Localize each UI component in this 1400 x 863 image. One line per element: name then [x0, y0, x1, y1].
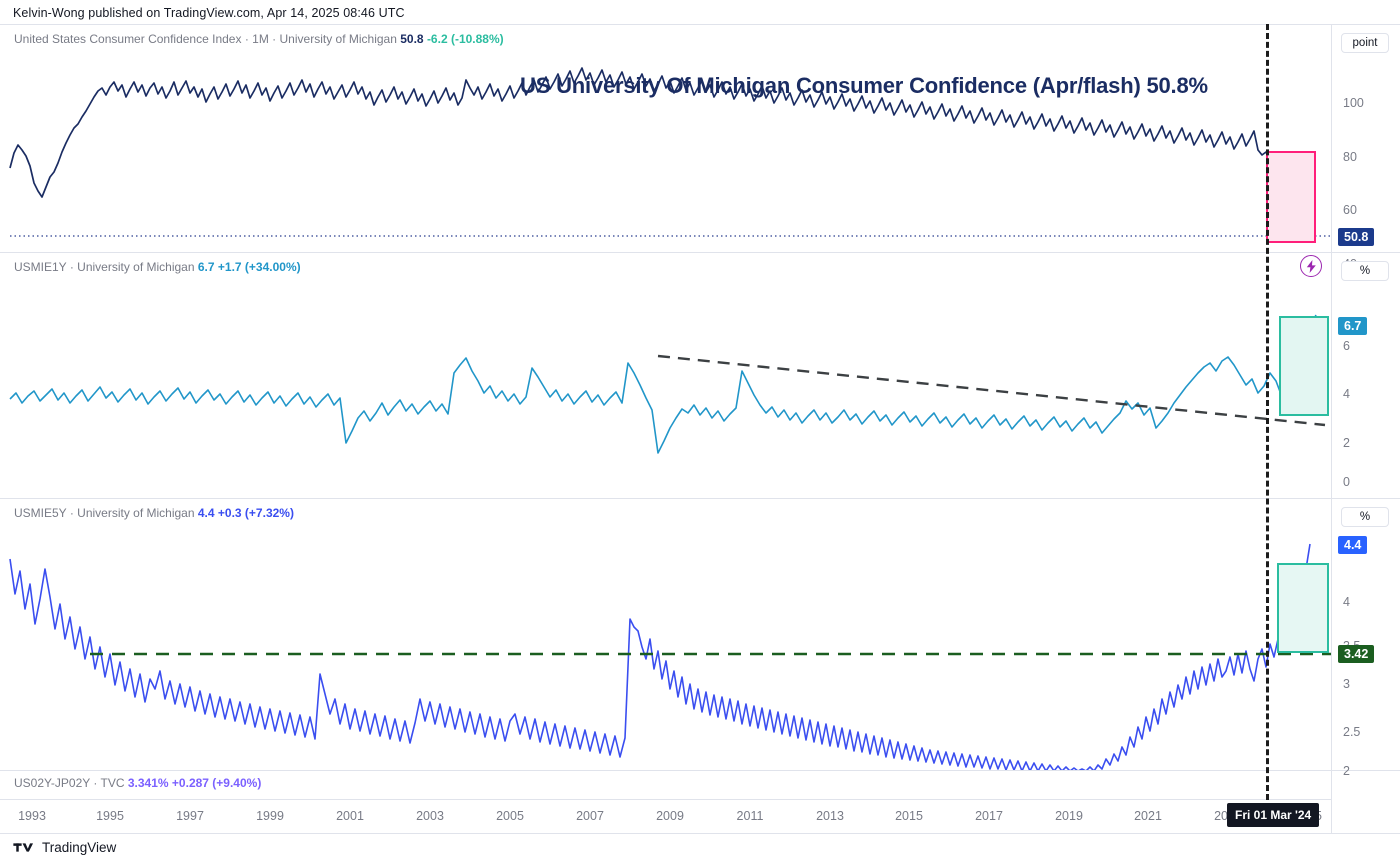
- legend-source: TVC: [100, 776, 125, 790]
- tick-label: 2: [1343, 436, 1350, 450]
- time-tick-label: 2017: [975, 809, 1003, 823]
- time-tick-label: 1997: [176, 809, 204, 823]
- tick-label: 0: [1343, 475, 1350, 489]
- legend-source: University of Michigan: [77, 260, 195, 274]
- plot-consumer-confidence: [9, 67, 1331, 237]
- time-tick-label: 2021: [1134, 809, 1162, 823]
- time-tick-label: 2015: [895, 809, 923, 823]
- time-tick-label: 1995: [96, 809, 124, 823]
- time-tick-label: 2001: [336, 809, 364, 823]
- legend-sep: ·: [244, 32, 253, 46]
- tick-label: 80: [1343, 150, 1357, 164]
- chart-panes: United States Consumer Confidence Index …: [0, 25, 1331, 801]
- price-scale-consumer-confidence[interactable]: point 100 80 60 40 50.8: [1332, 25, 1400, 271]
- pane-consumer-confidence[interactable]: United States Consumer Confidence Index …: [0, 25, 1331, 253]
- tick-label: 6: [1343, 339, 1350, 353]
- unit-chip-point[interactable]: point: [1341, 33, 1389, 53]
- legend-sep2: ·: [272, 32, 280, 46]
- brand-label: TradingView: [42, 840, 117, 855]
- legend-last-value: 3.341%: [127, 776, 169, 790]
- time-tick-label: 2005: [496, 809, 524, 823]
- price-tag-last: 50.8: [1338, 228, 1375, 246]
- legend-last-value: 50.8: [400, 32, 424, 46]
- tick-label: 60: [1343, 203, 1357, 217]
- time-axis-divider: [1331, 800, 1332, 834]
- tradingview-logo-icon: [13, 843, 34, 852]
- unit-chip-percent[interactable]: %: [1341, 261, 1389, 281]
- tick-label: 4: [1343, 595, 1350, 609]
- price-tag-last: 6.7: [1338, 317, 1368, 335]
- legend-change: +1.7 (+34.00%): [217, 260, 301, 274]
- pane-legend-inflation-1yr[interactable]: USMIE1Y · University of Michigan 6.7 +1.…: [14, 260, 301, 274]
- highlight-box-inflation-5yr[interactable]: [1277, 563, 1329, 653]
- series-line-consumer-confidence: [9, 67, 1311, 237]
- price-scale-us02y-jp02y[interactable]: [1332, 771, 1400, 801]
- tick-label: 4: [1343, 387, 1350, 401]
- time-cursor-tooltip: Fri 01 Mar '24: [1227, 803, 1320, 827]
- time-tick-label: 2007: [576, 809, 604, 823]
- highlight-box-inflation-1yr[interactable]: [1279, 316, 1329, 416]
- time-tick-label: 1999: [256, 809, 284, 823]
- legend-symbol[interactable]: USMIE5Y: [14, 506, 67, 520]
- price-scale-inflation-5yr[interactable]: % 4.5 4 3.5 3 2.5 2 4.4 3.42: [1332, 499, 1400, 778]
- pane-us02y-jp02y[interactable]: US02Y-JP02Y · TVC 3.341% +0.287 (+9.40%): [0, 771, 1331, 801]
- legend-interval[interactable]: 1M: [252, 32, 269, 46]
- time-tick-label: 2019: [1055, 809, 1083, 823]
- plot-inflation-5yr: [9, 543, 1331, 770]
- publisher-byline: Kelvin-Wong published on TradingView.com…: [13, 6, 405, 20]
- time-tick-label: 1993: [18, 809, 46, 823]
- legend-change: +0.3 (+7.32%): [217, 506, 294, 520]
- price-tag-last: 4.4: [1338, 536, 1368, 554]
- legend-sep: ·: [69, 506, 78, 520]
- vertical-cursor-line[interactable]: [1266, 24, 1269, 800]
- legend-sep: ·: [69, 260, 78, 274]
- highlight-box-consumer-confidence[interactable]: [1266, 151, 1316, 243]
- legend-symbol[interactable]: USMIE1Y: [14, 260, 67, 274]
- price-scale-inflation-1yr[interactable]: % 6 4 2 0 -2 6.7: [1332, 253, 1400, 529]
- time-tick-label: 2003: [416, 809, 444, 823]
- series-line-inflation-1yr: [9, 314, 1317, 454]
- price-tag-level: 3.42: [1338, 645, 1375, 663]
- legend-symbol[interactable]: US02Y-JP02Y: [14, 776, 91, 790]
- plot-inflation-1yr: [9, 314, 1326, 454]
- legend-change: +0.287 (+9.40%): [171, 776, 262, 790]
- series-line-inflation-5yr: [9, 543, 1311, 770]
- tick-label: 2: [1343, 764, 1350, 778]
- annotation-title-consumer-confidence: US University Of Michigan Consumer Confi…: [520, 73, 1208, 98]
- price-scale[interactable]: point 100 80 60 40 50.8 % 6 4 2 0 -2 6.7…: [1331, 25, 1400, 801]
- time-tick-label: 2009: [656, 809, 684, 823]
- pane-inflation-5yr[interactable]: USMIE5Y · University of Michigan 4.4 +0.…: [0, 499, 1331, 771]
- unit-chip-percent[interactable]: %: [1341, 507, 1389, 527]
- legend-change: -6.2 (-10.88%): [426, 32, 504, 46]
- trendline-downtrend-1yr: [657, 354, 1326, 427]
- pane-legend-consumer-confidence[interactable]: United States Consumer Confidence Index …: [14, 32, 504, 46]
- footer-branding: TradingView: [13, 840, 116, 855]
- legend-last-value: 6.7: [197, 260, 215, 274]
- pane-legend-us02y-jp02y[interactable]: US02Y-JP02Y · TVC 3.341% +0.287 (+9.40%): [14, 776, 261, 790]
- legend-last-value: 4.4: [197, 506, 215, 520]
- legend-sep: ·: [93, 776, 101, 790]
- lightning-bolt-icon[interactable]: [1300, 255, 1322, 277]
- pane-legend-inflation-5yr[interactable]: USMIE5Y · University of Michigan 4.4 +0.…: [14, 506, 294, 520]
- legend-symbol[interactable]: United States Consumer Confidence Index: [14, 32, 242, 46]
- legend-source: University of Michigan: [279, 32, 397, 46]
- tick-label: 2.5: [1343, 725, 1361, 739]
- time-tick-label: 2011: [736, 809, 764, 823]
- time-tick-label: 2013: [816, 809, 844, 823]
- time-axis[interactable]: 1993 1995 1997 1999 2001 2003 2005 2007 …: [0, 800, 1400, 834]
- pane-inflation-1yr[interactable]: USMIE1Y · University of Michigan 6.7 +1.…: [0, 253, 1331, 499]
- legend-source: University of Michigan: [77, 506, 195, 520]
- chart-frame: United States Consumer Confidence Index …: [0, 24, 1400, 801]
- tick-label: 3: [1343, 677, 1350, 691]
- tick-label: 100: [1343, 96, 1364, 110]
